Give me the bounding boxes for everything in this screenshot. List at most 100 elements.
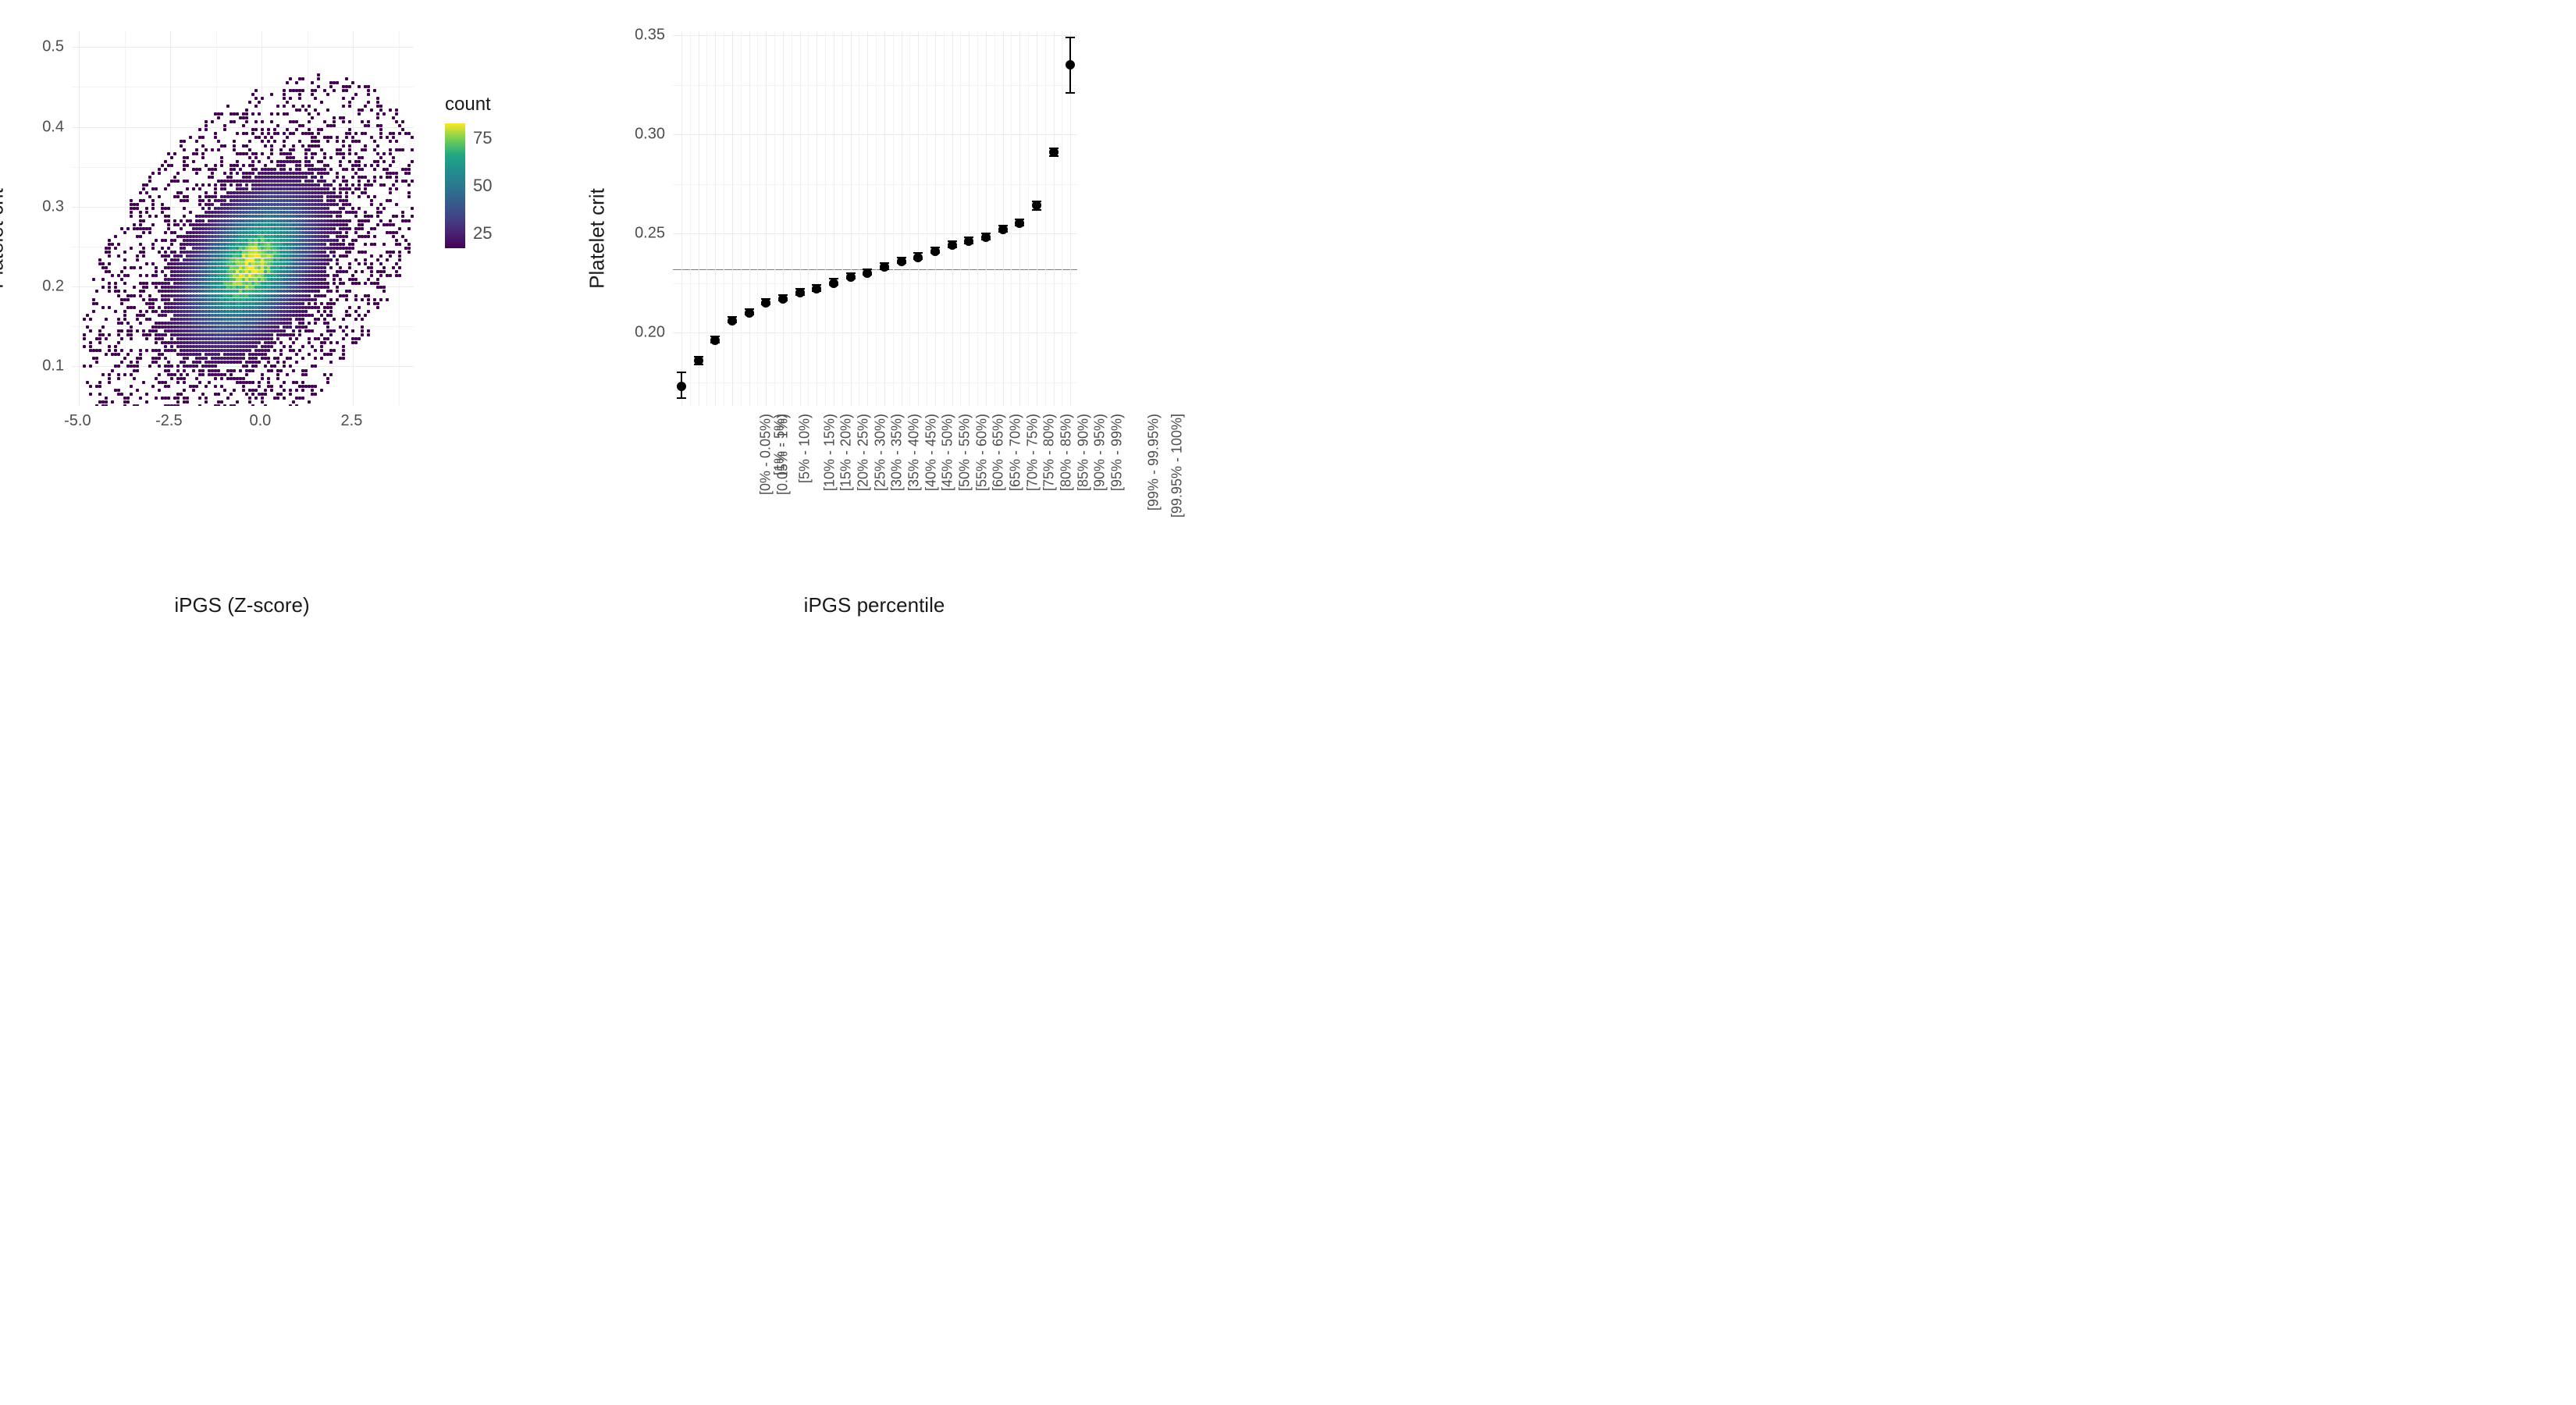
density-cell bbox=[120, 329, 123, 333]
density-cell bbox=[136, 389, 139, 392]
density-cell bbox=[167, 385, 170, 388]
density-cell bbox=[295, 128, 298, 131]
density-cell bbox=[339, 278, 342, 281]
density-cell bbox=[254, 345, 258, 348]
density-cell bbox=[236, 164, 239, 167]
density-cell bbox=[351, 168, 354, 171]
density-cell bbox=[320, 195, 323, 198]
density-cell bbox=[239, 361, 242, 364]
left-y-tick: 0.3 bbox=[42, 197, 64, 215]
density-cell bbox=[326, 381, 329, 384]
density-cell bbox=[126, 397, 130, 400]
density-cell bbox=[248, 156, 251, 159]
density-cell bbox=[164, 274, 167, 277]
density-cell bbox=[326, 140, 329, 143]
right-x-tick: [25% - 30%) bbox=[872, 414, 888, 491]
density-cell bbox=[295, 120, 298, 123]
density-cell bbox=[183, 140, 186, 143]
density-cell bbox=[323, 294, 326, 297]
density-cell bbox=[120, 337, 123, 340]
density-cell bbox=[145, 310, 148, 313]
density-cell bbox=[411, 160, 414, 163]
density-cell bbox=[176, 172, 180, 175]
density-cell bbox=[407, 172, 411, 175]
density-cell bbox=[167, 227, 170, 230]
density-cell bbox=[308, 148, 311, 151]
density-cell bbox=[180, 254, 183, 258]
density-cell bbox=[98, 329, 101, 333]
density-cell bbox=[142, 298, 145, 301]
density-cell bbox=[123, 314, 126, 317]
density-cell bbox=[276, 132, 279, 135]
density-cell bbox=[108, 251, 111, 254]
density-cell bbox=[108, 373, 111, 376]
density-cell bbox=[283, 89, 286, 92]
density-cell bbox=[364, 262, 367, 265]
data-point bbox=[1015, 219, 1024, 228]
density-cell bbox=[117, 243, 120, 246]
density-cell bbox=[314, 108, 317, 112]
density-cell bbox=[201, 144, 205, 148]
density-cell bbox=[186, 400, 189, 404]
density-cell bbox=[254, 105, 258, 108]
right-x-tick: [10% - 15%) bbox=[821, 414, 838, 491]
density-cell bbox=[151, 302, 155, 305]
density-cell bbox=[379, 274, 382, 277]
density-cell bbox=[358, 112, 361, 116]
density-cell bbox=[205, 120, 208, 123]
density-cell bbox=[373, 243, 376, 246]
legend-tick: 25 bbox=[473, 223, 492, 244]
density-cell bbox=[364, 176, 367, 179]
density-cell bbox=[348, 160, 351, 163]
density-cell bbox=[164, 251, 167, 254]
density-cell bbox=[86, 314, 89, 317]
density-cell bbox=[198, 353, 201, 356]
density-cell bbox=[105, 404, 108, 406]
density-cell bbox=[139, 266, 142, 269]
density-cell bbox=[345, 223, 348, 226]
density-cell bbox=[101, 373, 105, 376]
data-point bbox=[880, 262, 889, 272]
density-cell bbox=[205, 397, 208, 400]
density-cell bbox=[401, 235, 404, 238]
data-point bbox=[812, 284, 821, 293]
density-cell bbox=[298, 164, 301, 167]
density-cell bbox=[292, 132, 295, 135]
density-cell bbox=[114, 247, 117, 250]
density-cell bbox=[351, 81, 354, 84]
density-cell bbox=[120, 302, 123, 305]
density-cell bbox=[364, 105, 367, 108]
density-cell bbox=[323, 243, 326, 246]
density-cell bbox=[223, 124, 226, 127]
density-cell bbox=[395, 239, 398, 242]
density-cell bbox=[379, 128, 382, 131]
density-cell bbox=[242, 357, 245, 360]
density-cell bbox=[395, 270, 398, 273]
reference-hline bbox=[673, 269, 1077, 271]
right-x-tick: [99% - 99.95%) bbox=[1145, 414, 1162, 510]
density-cell bbox=[83, 318, 86, 321]
density-cell bbox=[376, 164, 379, 167]
density-cell bbox=[389, 108, 392, 112]
density-cell bbox=[261, 140, 264, 143]
density-cell bbox=[361, 156, 364, 159]
density-cell bbox=[251, 393, 254, 396]
density-cell bbox=[379, 124, 382, 127]
density-cell bbox=[373, 148, 376, 151]
density-cell bbox=[326, 322, 329, 325]
density-cell bbox=[101, 325, 105, 329]
density-cell bbox=[311, 329, 314, 333]
density-cell bbox=[126, 227, 130, 230]
density-cell bbox=[267, 361, 270, 364]
density-cell bbox=[155, 270, 158, 273]
density-cell bbox=[155, 266, 158, 269]
density-cell bbox=[367, 85, 370, 88]
density-cell bbox=[220, 400, 223, 404]
density-cell bbox=[323, 341, 326, 344]
error-cap bbox=[1066, 92, 1075, 94]
density-cell bbox=[317, 144, 320, 148]
density-cell bbox=[248, 397, 251, 400]
density-cell bbox=[270, 120, 273, 123]
density-cell bbox=[180, 219, 183, 222]
density-cell bbox=[398, 132, 401, 135]
